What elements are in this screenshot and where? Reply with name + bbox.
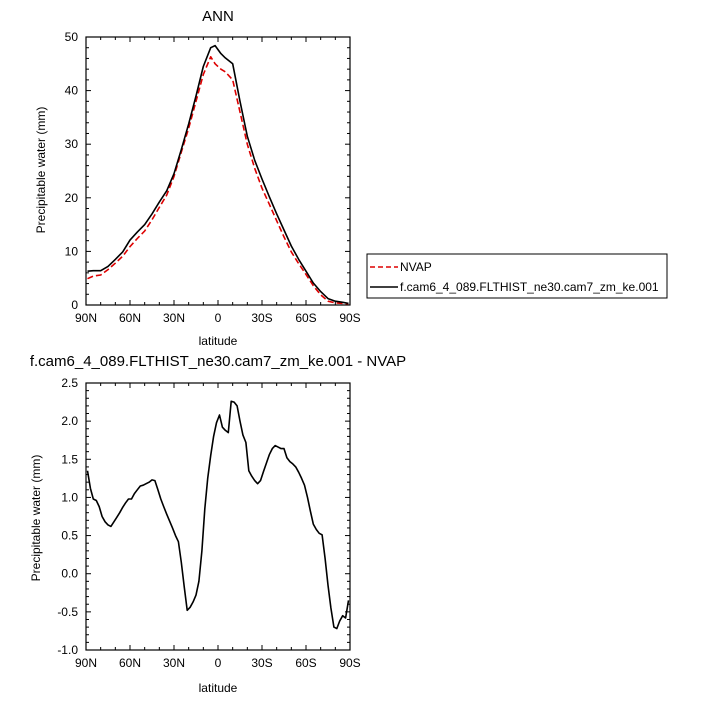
x-tick-label: 90N [75,656,97,670]
y-tick-label: 0 [71,298,78,312]
series-line-0-0 [87,55,349,305]
y-tick-label: 2.5 [61,376,78,390]
y-tick-label: 10 [65,244,79,258]
y-tick-label: 30 [65,137,79,151]
plot-frame-1 [85,382,351,651]
bottom-panel-ylabel: Precipitable water (mm) [29,455,43,582]
bottom-panel-xlabel: latitude [199,681,238,695]
legend-box [366,253,668,299]
legend-label-model: f.cam6_4_089.FLTHIST_ne30.cam7_zm_ke.001 [400,280,659,294]
x-tick-label: 30N [163,311,185,325]
y-tick-label: 40 [65,84,79,98]
x-tick-label: 30S [251,656,272,670]
y-tick-label: 2.0 [61,414,78,428]
series-line-1-0 [86,400,350,630]
top-panel-xlabel: latitude [199,334,238,348]
plot-frame-0 [85,36,351,306]
y-tick-label: 1.0 [61,490,78,504]
x-tick-label: 30N [163,656,185,670]
x-tick-label: 30S [251,311,272,325]
x-tick-label: 60N [119,311,141,325]
x-tick-label: 0 [215,311,222,325]
y-tick-label: 20 [65,191,79,205]
y-tick-label: 50 [65,30,79,44]
legend: NVAP f.cam6_4_089.FLTHIST_ne30.cam7_zm_k… [366,253,668,299]
y-tick-label: 1.5 [61,452,78,466]
legend-label-nvap: NVAP [400,260,432,274]
x-tick-label: 90S [339,656,360,670]
x-tick-label: 60S [295,311,316,325]
x-tick-label: 60S [295,656,316,670]
top-panel-title: ANN [202,8,234,25]
x-tick-label: 90S [339,311,360,325]
y-tick-label: 0.5 [61,529,78,543]
x-tick-label: 0 [215,656,222,670]
x-tick-label: 60N [119,656,141,670]
y-tick-label: -1.0 [57,643,78,657]
y-tick-label: -0.5 [57,605,78,619]
bottom-panel: f.cam6_4_089.FLTHIST_ne30.cam7_zm_ke.001… [29,353,406,695]
y-tick-label: 0.0 [61,567,78,581]
bottom-panel-title: f.cam6_4_089.FLTHIST_ne30.cam7_zm_ke.001… [30,353,406,370]
top-panel: ANN 90N 60N 30N 0 30S 60S 90S 0 10 20 30 40 50 latit… [34,8,361,348]
top-panel-ylabel: Precipitable water (mm) [34,107,48,234]
x-tick-label: 90N [75,311,97,325]
series-line-0-1 [87,44,349,305]
